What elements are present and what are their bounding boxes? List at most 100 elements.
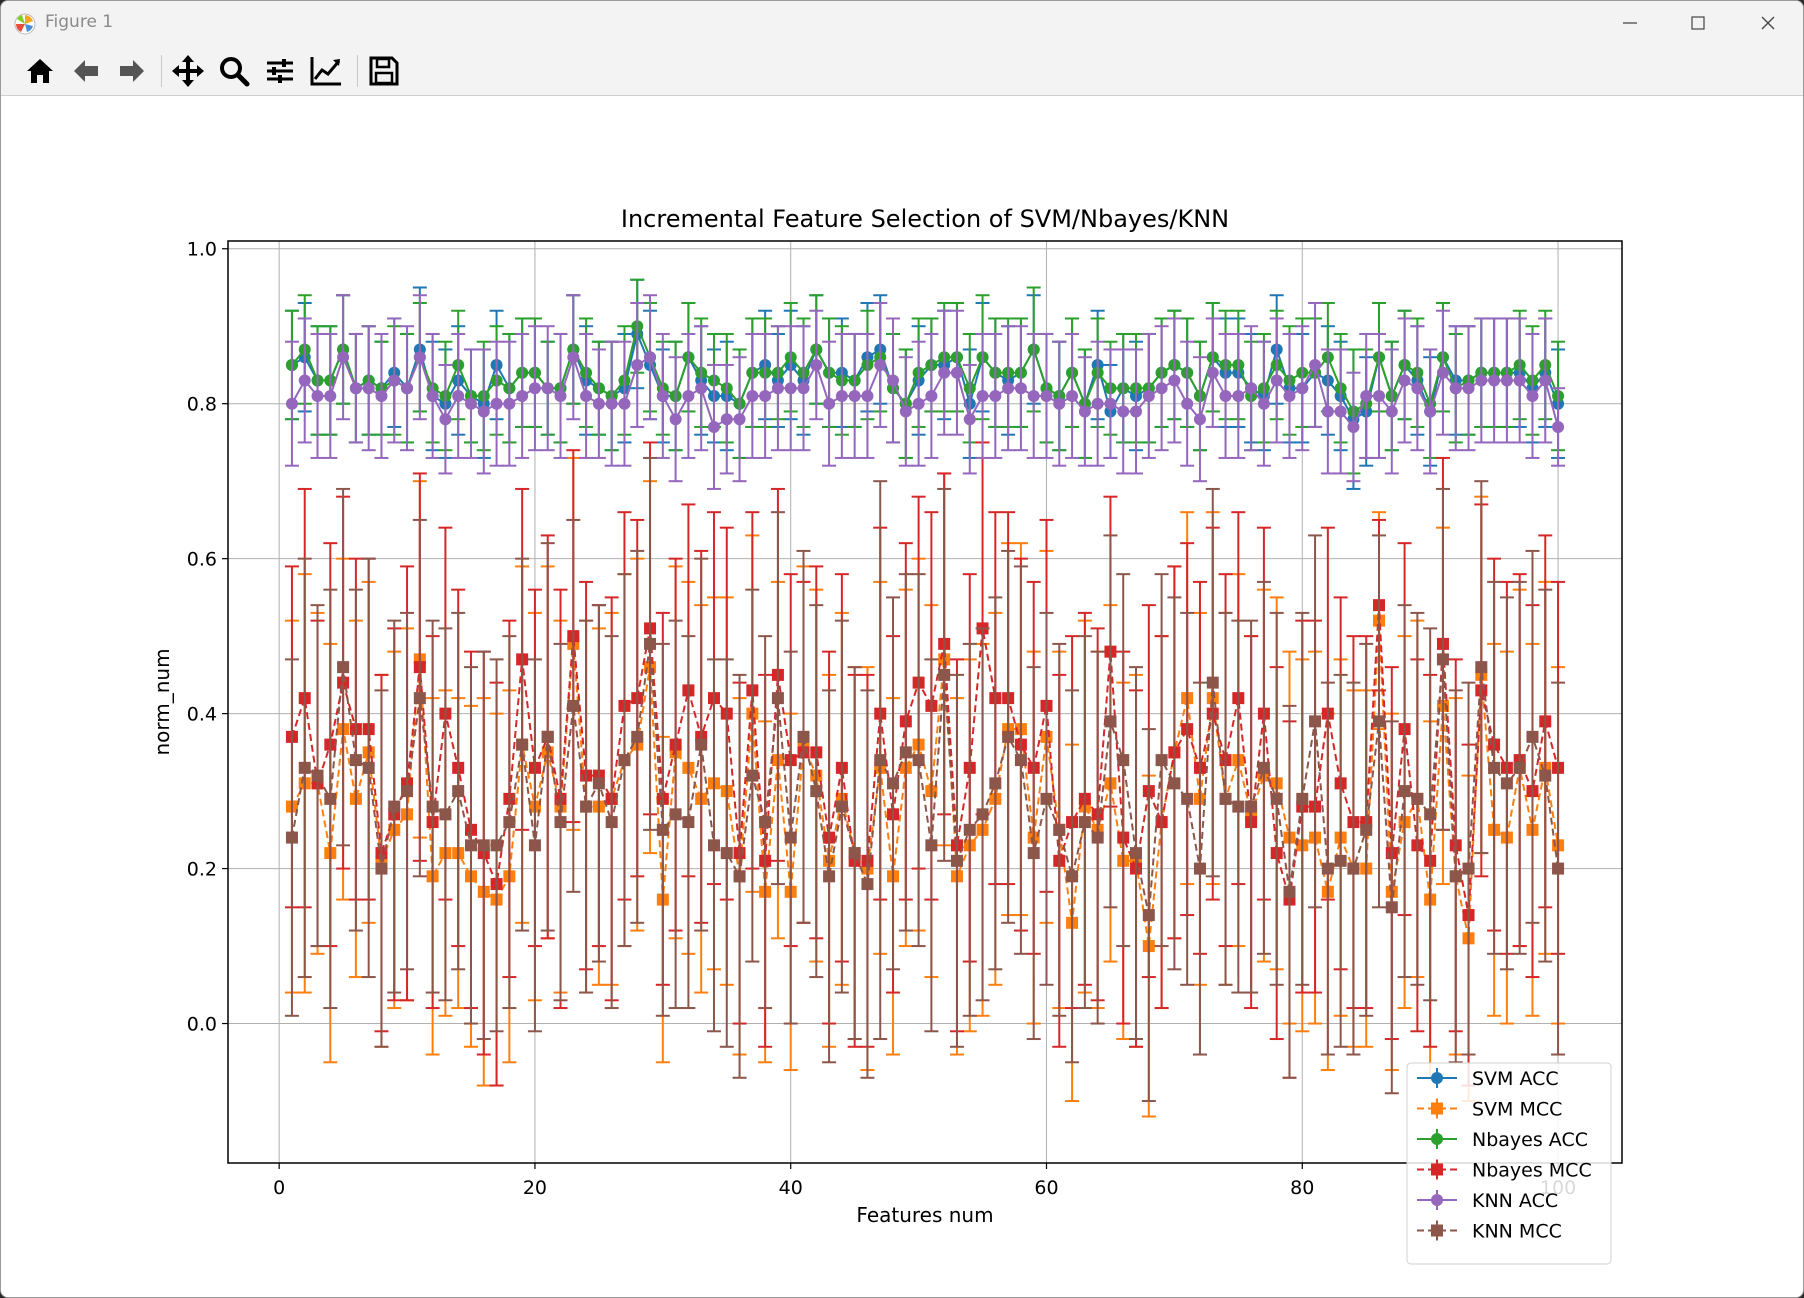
knn-acc-point [733, 413, 746, 426]
knn-mcc-point [1321, 862, 1334, 875]
knn-acc-point [1347, 420, 1360, 433]
error-bar-chart[interactable]: 0204060801000.00.20.40.60.81.0 Increment… [1, 96, 1803, 1297]
x-tick-label: 60 [1034, 1177, 1058, 1199]
knn-acc-point [337, 351, 350, 364]
knn-acc-point [1027, 389, 1040, 402]
knn-acc-point [1078, 405, 1091, 418]
knn-acc-point [1257, 397, 1270, 410]
knn-acc-point [1014, 382, 1027, 395]
knn-acc-point [1411, 382, 1424, 395]
knn-acc-point [1283, 389, 1296, 402]
knn-acc-point [835, 389, 848, 402]
knn-acc-point [1181, 397, 1194, 410]
knn-mcc-point [605, 816, 618, 829]
knn-mcc-point [1283, 885, 1296, 898]
home-button[interactable] [21, 53, 59, 89]
knn-acc-point [1373, 389, 1386, 402]
back-button[interactable] [67, 53, 105, 89]
knn-acc-point [592, 397, 605, 410]
maximize-button[interactable] [1663, 1, 1733, 45]
nbayes-acc-line [291, 322, 1559, 413]
matplotlib-logo-icon [14, 13, 36, 35]
knn-mcc-point [810, 785, 823, 798]
knn-acc-point [1385, 405, 1398, 418]
knn-acc-point [1219, 389, 1232, 402]
svm-acc-line [291, 330, 1559, 421]
knn-mcc-point [324, 792, 337, 805]
knn-acc-point [1539, 374, 1552, 387]
knn-acc-point [1513, 374, 1526, 387]
knn-acc-point [899, 405, 912, 418]
knn-mcc-point [375, 862, 388, 875]
knn-acc-point [605, 397, 618, 410]
knn-mcc-point [656, 823, 669, 836]
knn-acc-point [1193, 413, 1206, 426]
knn-mcc-point [1066, 870, 1079, 883]
y-tick-label: 0.2 [187, 859, 217, 881]
toolbar-separator [357, 55, 358, 87]
minimize-button[interactable] [1595, 1, 1665, 45]
knn-acc-point [1475, 374, 1488, 387]
knn-mcc-point [784, 831, 797, 844]
x-tick-label: 0 [273, 1177, 285, 1199]
knn-mcc-point [1104, 715, 1117, 728]
knn-acc-point [759, 389, 772, 402]
forward-button[interactable] [113, 53, 151, 89]
knn-mcc-point [887, 777, 900, 790]
knn-acc-point [1526, 389, 1539, 402]
save-button[interactable] [365, 53, 403, 89]
knn-acc-point [797, 382, 810, 395]
x-tick-label: 20 [523, 1177, 547, 1199]
minimize-icon [1623, 22, 1637, 24]
knn-mcc-point [1245, 800, 1258, 813]
knn-acc-point [823, 397, 836, 410]
knn-mcc-point [1053, 823, 1066, 836]
knn-acc-point [516, 389, 529, 402]
close-button[interactable] [1733, 1, 1803, 45]
knn-acc-point [349, 382, 362, 395]
knn-mcc-point [503, 816, 516, 829]
knn-acc-point [720, 413, 733, 426]
knn-mcc-point [1130, 847, 1143, 860]
knn-acc-point [1296, 382, 1309, 395]
y-tick-label: 0.8 [187, 394, 217, 416]
knn-mcc-point [1270, 792, 1283, 805]
knn-acc-point [784, 382, 797, 395]
home-icon [27, 59, 53, 83]
zoom-button[interactable] [215, 53, 253, 89]
knn-mcc-point [707, 839, 720, 852]
knn-acc-point [362, 382, 375, 395]
pan-button[interactable] [169, 53, 207, 89]
knn-mcc-point [1373, 715, 1386, 728]
knn-mcc-point [1385, 901, 1398, 914]
knn-mcc-point [771, 692, 784, 705]
knn-mcc-point [874, 754, 887, 767]
knn-mcc-point [746, 769, 759, 782]
knn-acc-point [388, 374, 401, 387]
navigation-toolbar [1, 45, 1803, 96]
figure-canvas[interactable]: 0204060801000.00.20.40.60.81.0 Increment… [1, 96, 1803, 1297]
knn-mcc-point [989, 777, 1002, 790]
knn-mcc-legend-label: KNN MCC [1472, 1221, 1562, 1243]
title-bar[interactable]: Figure 1 [1, 1, 1803, 45]
axis-ticks: 0204060801000.00.20.40.60.81.0 [187, 239, 1576, 1199]
knn-mcc-point [567, 699, 580, 712]
edit-axis-button[interactable] [307, 53, 345, 89]
knn-mcc-point [541, 730, 554, 743]
configure-subplots-button[interactable] [261, 53, 299, 89]
svm-mcc-legend-label: SVM MCC [1472, 1099, 1562, 1121]
line-chart-icon [310, 57, 341, 86]
knn-acc-point [1321, 405, 1334, 418]
knn-acc-point [1066, 389, 1079, 402]
maximize-icon [1691, 16, 1705, 30]
knn-mcc-point [1552, 862, 1565, 875]
knn-acc-point [1334, 405, 1347, 418]
knn-acc-point [439, 413, 452, 426]
knn-mcc-point [835, 800, 848, 813]
knn-mcc-point [298, 761, 311, 774]
knn-mcc-point [349, 754, 362, 767]
knn-mcc-point [477, 839, 490, 852]
knn-mcc-point [695, 738, 708, 751]
knn-acc-point [695, 382, 708, 395]
